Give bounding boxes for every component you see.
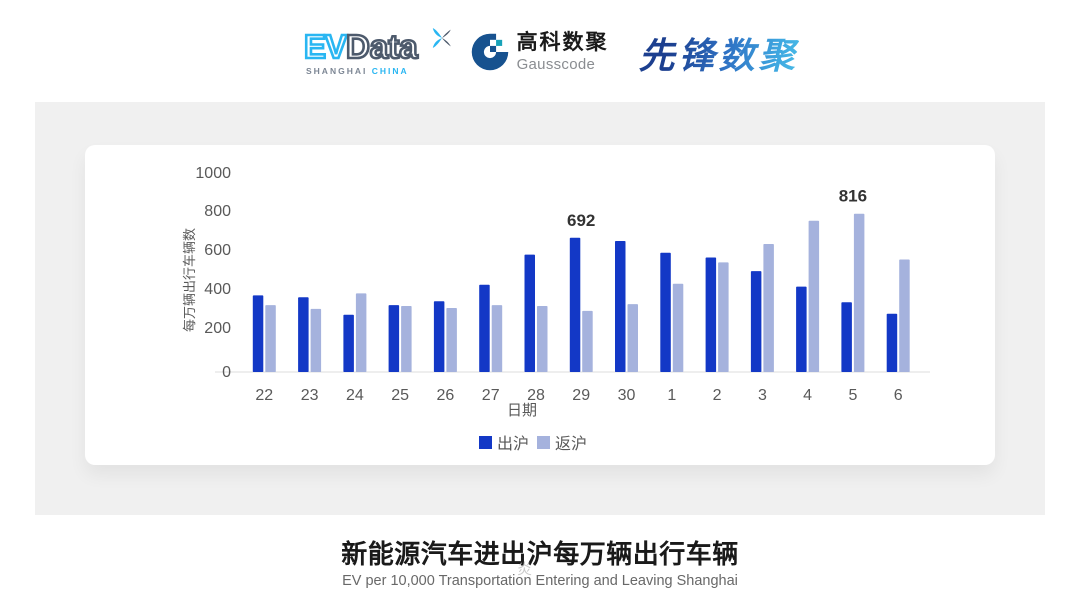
svg-text:3: 3: [758, 387, 767, 404]
svg-text:2: 2: [713, 387, 722, 404]
svg-text:29: 29: [572, 387, 590, 404]
svg-text:600: 600: [204, 242, 231, 259]
svg-text:30: 30: [618, 387, 636, 404]
svg-text:25: 25: [391, 387, 409, 404]
svg-text:24: 24: [346, 387, 364, 404]
svg-text:22: 22: [255, 387, 273, 404]
svg-text:4: 4: [803, 387, 812, 404]
svg-text:200: 200: [204, 320, 231, 337]
svg-text:1000: 1000: [195, 165, 231, 182]
svg-text:5: 5: [848, 387, 857, 404]
svg-text:0: 0: [222, 364, 231, 381]
svg-text:23: 23: [301, 387, 319, 404]
svg-text:6: 6: [894, 387, 903, 404]
svg-text:1: 1: [667, 387, 676, 404]
svg-text:400: 400: [204, 281, 231, 298]
svg-text:692: 692: [567, 211, 595, 230]
svg-text:800: 800: [204, 203, 231, 220]
svg-text:816: 816: [839, 187, 867, 206]
svg-text:27: 27: [482, 387, 500, 404]
svg-text:26: 26: [437, 387, 455, 404]
